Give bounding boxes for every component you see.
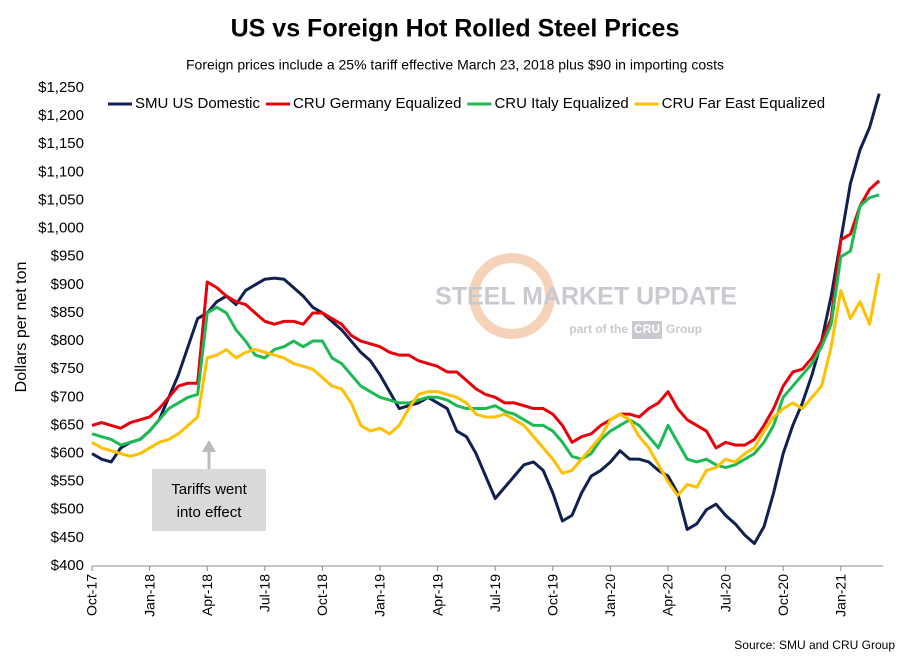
- x-tick-label: Oct-20: [775, 574, 791, 616]
- y-tick-label: $600: [51, 444, 84, 461]
- y-tick-label: $1,150: [38, 135, 84, 152]
- series-line: [91, 193, 880, 470]
- y-tick-label: $700: [51, 388, 84, 405]
- y-tick-label: $1,000: [38, 220, 84, 237]
- y-tick-label: $950: [51, 248, 84, 265]
- watermark-text: STEEL MARKET UPDATE: [435, 283, 737, 311]
- x-tick-label: Jan-20: [602, 574, 618, 617]
- y-tick-label: $750: [51, 360, 84, 377]
- x-tick-label: Apr-20: [660, 574, 676, 616]
- x-tick-label: Jul-18: [257, 574, 273, 612]
- y-tick-label: $850: [51, 304, 84, 321]
- y-axis-label: Dollars per net ton: [13, 262, 30, 393]
- y-tick-label: $550: [51, 473, 84, 490]
- watermark-text: part of the: [569, 322, 628, 336]
- x-tick-label: Jan-19: [372, 574, 388, 617]
- annotation-text: Tariffs went: [171, 481, 247, 498]
- watermark-logo: [469, 253, 555, 339]
- annotation-text: into effect: [177, 504, 243, 521]
- y-tick-label: $500: [51, 501, 84, 518]
- watermark-text: CRU: [634, 322, 660, 336]
- x-tick-label: Apr-19: [429, 574, 445, 616]
- x-tick-label: Jan-18: [141, 574, 157, 617]
- y-tick-label: $1,050: [38, 191, 84, 208]
- y-tick-label: $800: [51, 332, 84, 349]
- y-tick-label: $1,250: [38, 79, 84, 96]
- chart-title: US vs Foreign Hot Rolled Steel Prices: [231, 15, 680, 43]
- chart-subtitle: Foreign prices include a 25% tariff effe…: [186, 57, 724, 73]
- y-tick-label: $900: [51, 276, 84, 293]
- y-tick-label: $450: [51, 529, 84, 546]
- annotation-box: [152, 469, 266, 531]
- annotation-arrow-head: [202, 440, 216, 452]
- watermark: STEEL MARKET UPDATE part of the CRU Grou…: [435, 253, 737, 339]
- x-tick-label: Apr-18: [199, 574, 215, 616]
- watermark-box: [632, 321, 662, 339]
- y-tick-label: $650: [51, 416, 84, 433]
- legend-label: CRU Far East Equalized: [662, 95, 825, 112]
- legend-label: SMU US Domestic: [135, 95, 261, 112]
- series-line: [91, 179, 881, 450]
- y-tick-label: $1,100: [38, 163, 84, 180]
- watermark-text: Group: [666, 322, 702, 336]
- legend-label: CRU Germany Equalized: [293, 95, 461, 112]
- x-tick-label: Oct-18: [314, 574, 330, 616]
- x-tick-label: Jul-19: [487, 574, 503, 612]
- legend-label: CRU Italy Equalized: [494, 95, 628, 112]
- x-tick-label: Oct-17: [84, 574, 100, 616]
- source: Source: SMU and CRU Group: [734, 638, 895, 652]
- series-line: [91, 93, 881, 546]
- y-tick-label: $400: [51, 557, 84, 574]
- y-tick-label: $1,200: [38, 107, 84, 124]
- series-line: [91, 273, 881, 498]
- x-tick-label: Jul-20: [717, 574, 733, 612]
- x-tick-label: Jan-21: [833, 574, 849, 617]
- x-tick-label: Oct-19: [545, 574, 561, 616]
